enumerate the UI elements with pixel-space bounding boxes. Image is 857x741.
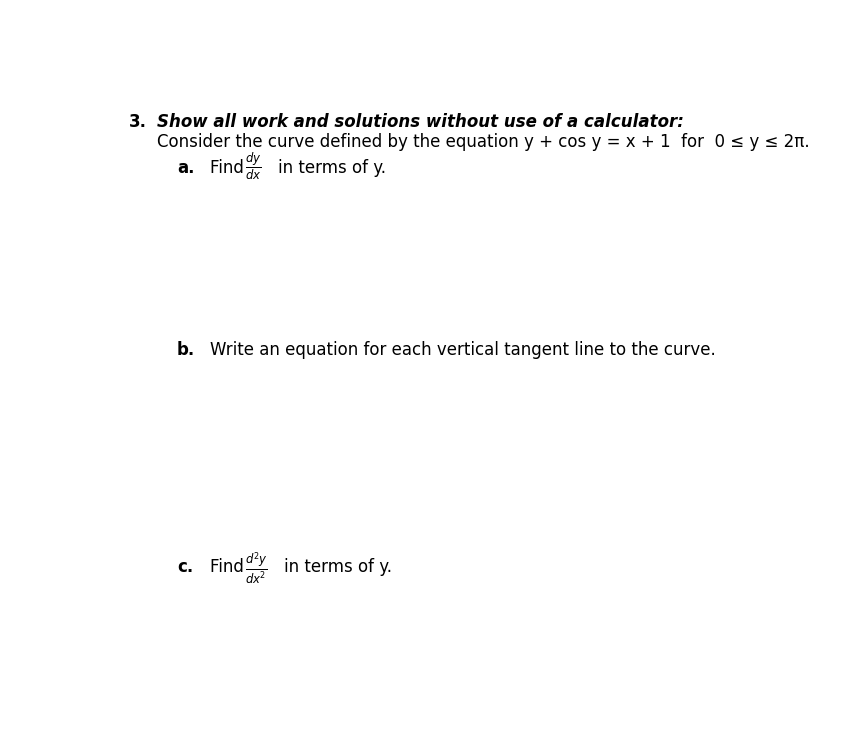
Text: b.: b. [177, 341, 195, 359]
Text: $\mathit{\frac{d^2y}{dx^2}}$: $\mathit{\frac{d^2y}{dx^2}}$ [245, 551, 268, 586]
Text: Show all work and solutions without use of a calculator:: Show all work and solutions without use … [157, 113, 684, 131]
Text: Find: Find [210, 159, 249, 176]
Text: a.: a. [177, 159, 195, 176]
Text: c.: c. [177, 558, 193, 576]
Text: in terms of y.: in terms of y. [285, 558, 393, 576]
Text: 3.: 3. [129, 113, 147, 131]
Text: Consider the curve defined by the equation y + cos y = x + 1  for  0 ≤ y ≤ 2π.: Consider the curve defined by the equati… [157, 133, 810, 151]
Text: in terms of y.: in terms of y. [279, 159, 387, 176]
Text: Find: Find [210, 558, 249, 576]
Text: $\mathit{\frac{dy}{dx}}$: $\mathit{\frac{dy}{dx}}$ [245, 151, 261, 183]
Text: Write an equation for each vertical tangent line to the curve.: Write an equation for each vertical tang… [210, 341, 716, 359]
